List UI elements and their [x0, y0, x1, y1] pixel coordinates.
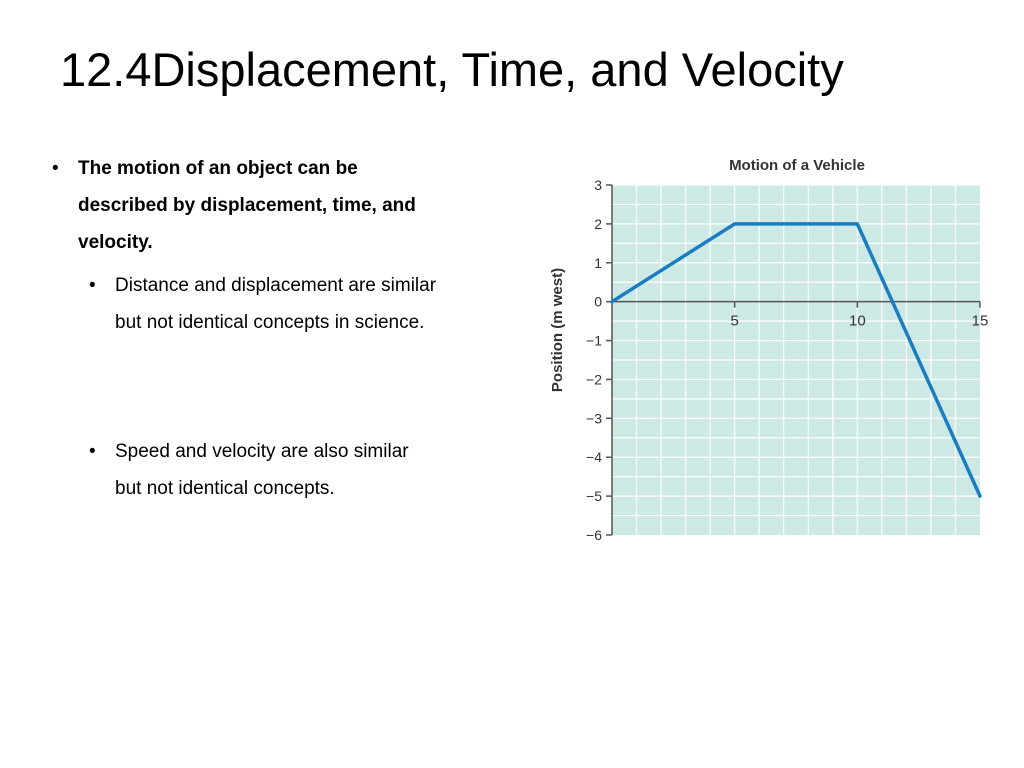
- bullet-list: • The motion of an object can be describ…: [52, 150, 522, 507]
- series-line: [610, 222, 982, 498]
- bullet-line: The motion of an object can be: [78, 158, 358, 179]
- y-tick-label: −3: [586, 410, 602, 426]
- y-tick-label: 1: [594, 255, 602, 271]
- y-tick-label: 0: [594, 294, 602, 310]
- x-tick-label: 15: [972, 313, 989, 330]
- y-tick-label: 3: [594, 177, 602, 193]
- bullet-line: velocity.: [78, 232, 153, 253]
- y-tick-label: −2: [586, 371, 602, 387]
- slide-title: 12.4Displacement, Time, and Velocity: [60, 43, 844, 96]
- motion-chart: Motion of a Vehicle Position (m west) 3 2…: [540, 150, 1000, 550]
- bullet-marker: •: [89, 275, 96, 296]
- bullet-line: Distance and displacement are similar: [115, 275, 437, 296]
- bullet-marker: •: [52, 158, 59, 179]
- y-tick-label: 2: [594, 216, 602, 232]
- bullet-line: but not identical concepts.: [115, 478, 335, 499]
- x-tick-label: 10: [849, 313, 866, 330]
- motion-chart-svg: Motion of a Vehicle Position (m west) 3 2…: [549, 157, 989, 543]
- bullet-line: Speed and velocity are also similar: [115, 441, 409, 462]
- bullet-distance: • Distance and displacement are similar …: [52, 267, 522, 341]
- y-tick-label: −5: [586, 488, 602, 504]
- bullet-speed: • Speed and velocity are also similar bu…: [52, 433, 522, 507]
- bullet-marker: •: [89, 441, 96, 462]
- y-axis-label: Position (m west): [549, 268, 566, 392]
- y-tick-label: −4: [586, 449, 602, 465]
- chart-title: Motion of a Vehicle: [729, 157, 865, 174]
- bullet-line: but not identical concepts in science.: [115, 312, 425, 333]
- bullet-line: described by displacement, time, and: [78, 195, 416, 216]
- bullet-motion: • The motion of an object can be describ…: [52, 150, 522, 261]
- y-tick-label: −6: [586, 527, 602, 543]
- y-tick-label: −1: [586, 333, 602, 349]
- x-tick-label: 5: [730, 313, 738, 330]
